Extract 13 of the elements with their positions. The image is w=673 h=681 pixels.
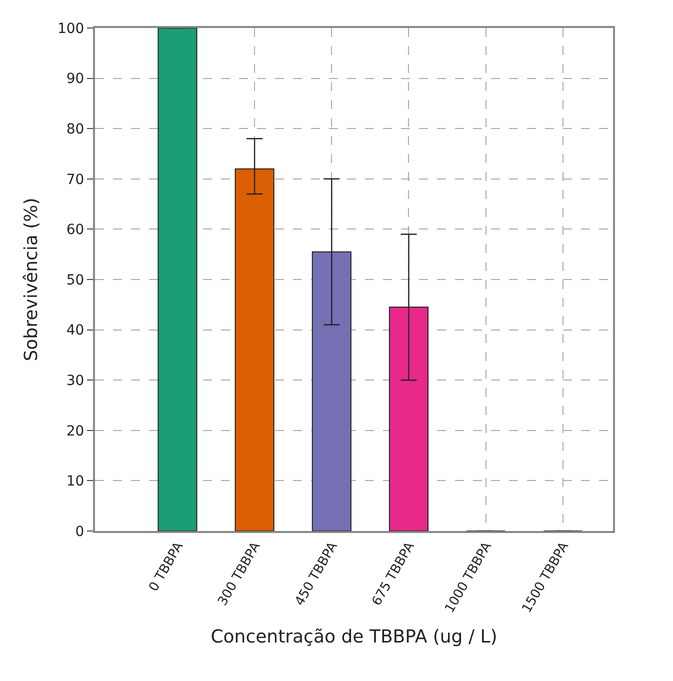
- y-tick-label: 70: [66, 172, 84, 188]
- y-tick-label: 0: [75, 524, 84, 540]
- y-tick-label: 20: [66, 423, 84, 440]
- x-axis-title: Concentração de TBBPA (ug / L): [210, 626, 498, 648]
- y-tick-label: 10: [66, 474, 84, 490]
- y-tick-label: 50: [66, 272, 84, 288]
- y-tick-label: 40: [66, 322, 84, 339]
- y-tick-label: 30: [66, 373, 84, 389]
- y-tick-label: 90: [66, 71, 84, 88]
- y-tick-label: 60: [66, 222, 84, 238]
- y-tick-label: 80: [66, 122, 84, 138]
- y-tick-label: 100: [57, 20, 84, 37]
- y-axis-title: Sobrevivência (%): [21, 198, 42, 362]
